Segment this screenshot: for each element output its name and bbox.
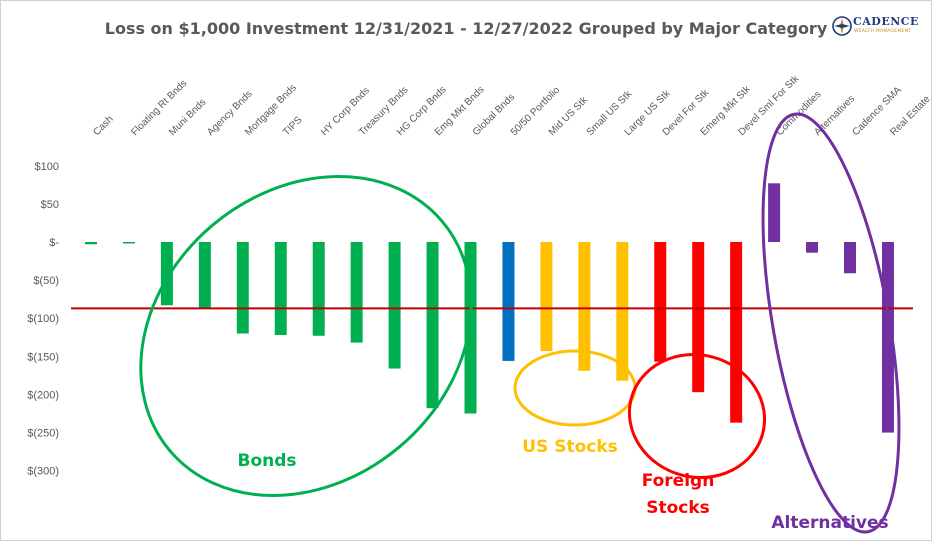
y-tick-label: $(100): [27, 313, 59, 325]
bar-devel-sml-for-stk: [730, 242, 743, 423]
bar-hy-corp-bnds: [312, 242, 325, 336]
bar-agency-bnds: [198, 242, 211, 308]
bar-commodities: [768, 183, 781, 242]
category-label: Cash: [91, 114, 115, 138]
bar-tips: [274, 242, 287, 336]
y-tick-label: $(50): [33, 275, 59, 287]
bar-small-us-stk: [578, 242, 591, 371]
group-outline-alternatives: [761, 112, 901, 534]
bar-treasury-bnds: [350, 242, 363, 343]
category-label: TIPS: [281, 114, 305, 138]
y-tick-label: $50: [41, 199, 59, 211]
y-tick-label: $(150): [27, 351, 59, 363]
bar-mortgage-bnds: [236, 242, 249, 334]
category-label: Muni Bnds: [167, 97, 208, 138]
y-tick-label: $(250): [27, 428, 59, 440]
group-outline-foreign-stocks: [627, 353, 767, 479]
chart-title: Loss on $1,000 Investment 12/31/2021 - 1…: [104, 19, 828, 38]
group-label-bonds: Bonds: [237, 451, 296, 471]
y-tick-label: $(200): [27, 389, 59, 401]
group-label-foreign-stocks: Stocks: [646, 498, 710, 518]
bar-hg-corp-bnds: [388, 242, 401, 369]
logo-name: CADENCE: [853, 15, 919, 28]
bar-devel-for-stk: [654, 242, 667, 362]
bar-mid-us-stk: [540, 242, 553, 352]
category-label: Devel Sml For Stk: [736, 73, 801, 138]
bar-emg-mkt-bnds: [426, 242, 439, 409]
bar-large-us-stk: [616, 242, 629, 381]
y-tick-label: $(300): [27, 466, 59, 478]
group-outline-us-stocks: [513, 349, 637, 427]
cadence-logo: CADENCE WEALTH MANAGEMENT: [829, 13, 929, 47]
bar-alternatives: [806, 242, 819, 253]
bar-cash: [85, 242, 97, 245]
logo-tagline: WEALTH MANAGEMENT: [854, 29, 912, 34]
bar-muni-bnds: [160, 242, 173, 306]
y-tick-label: $-: [49, 237, 59, 249]
bar-floating-rt-bnds: [122, 242, 135, 244]
bar-emerg-mkt-stk: [692, 242, 705, 393]
group-label-foreign-stocks: Foreign: [642, 471, 715, 491]
y-tick-label: $100: [35, 161, 59, 173]
bar-50-50-portfolio: [502, 242, 515, 361]
bar-cadence-sma: [844, 242, 856, 274]
group-label-us-stocks: US Stocks: [522, 437, 618, 457]
compass-logo-icon: [832, 16, 852, 36]
group-outline-bonds: [139, 175, 473, 497]
group-label-alternatives: Alternatives: [771, 513, 888, 533]
